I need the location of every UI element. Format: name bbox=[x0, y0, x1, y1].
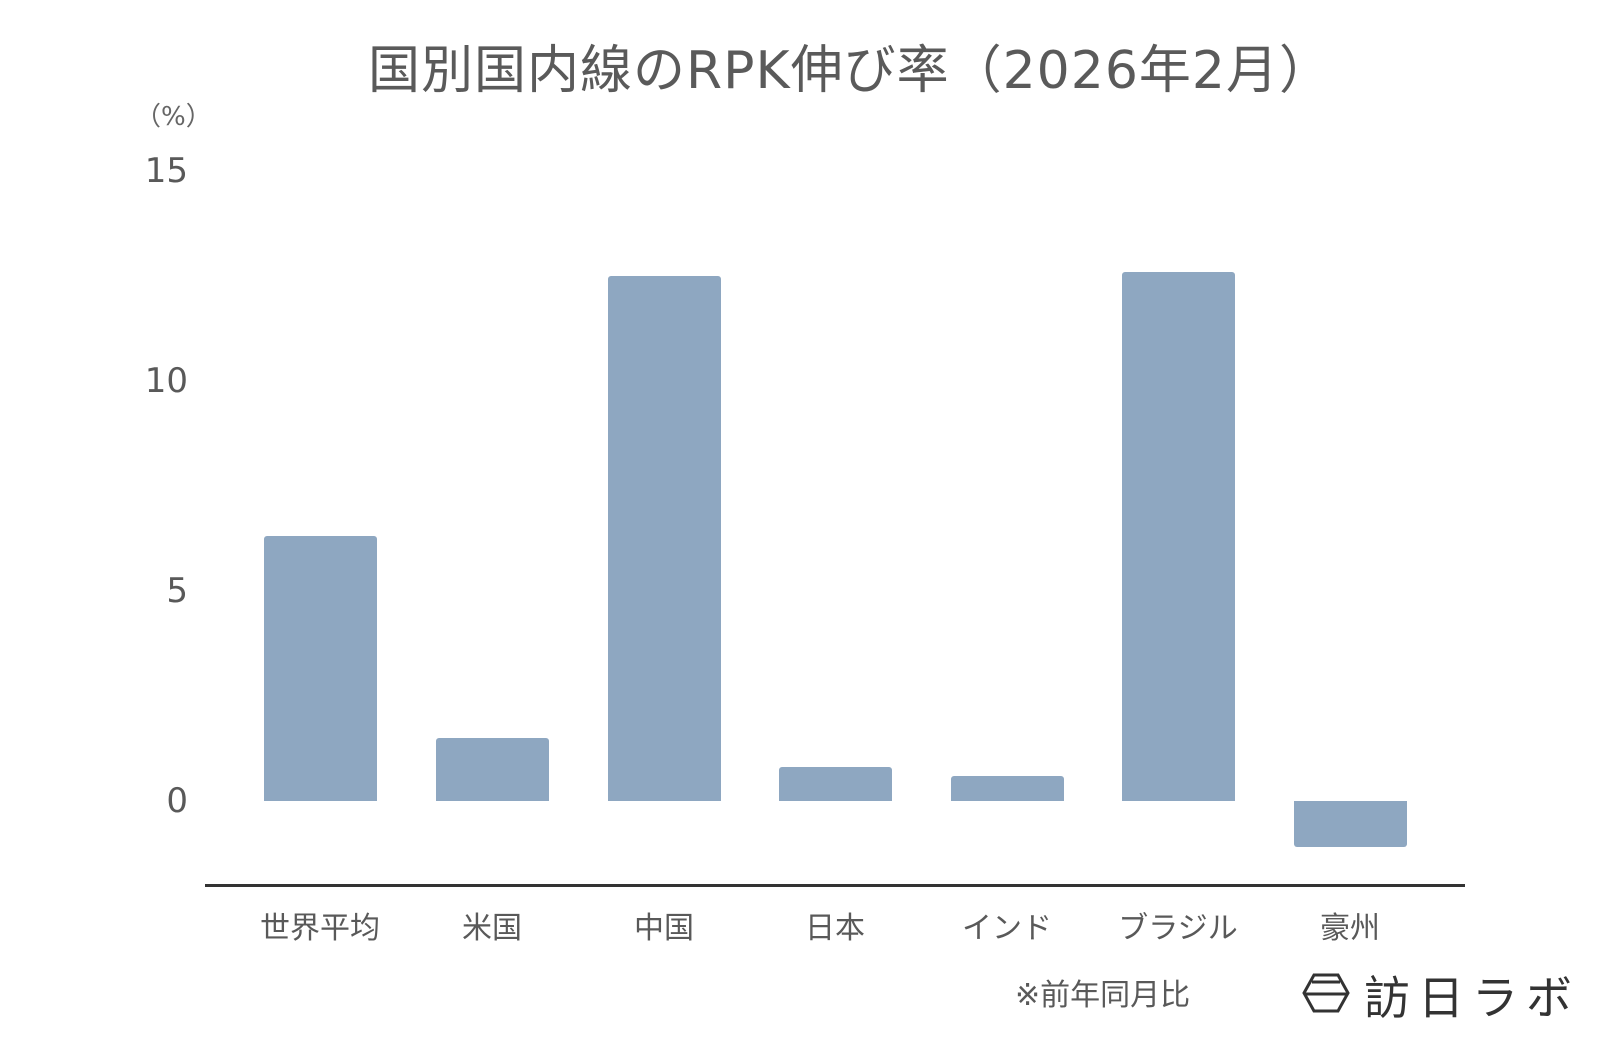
x-tick-label: 豪州 bbox=[1320, 911, 1380, 946]
x-tick-label: インド bbox=[962, 911, 1052, 946]
bar bbox=[1293, 801, 1407, 848]
x-tick-label: 米国 bbox=[462, 911, 522, 946]
bar bbox=[435, 738, 549, 801]
x-tick-label: 中国 bbox=[634, 911, 694, 946]
x-tick-label: 日本 bbox=[805, 911, 865, 946]
bar bbox=[778, 767, 892, 801]
footnote: ※前年同月比 bbox=[1015, 978, 1191, 1013]
x-tick-label: 世界平均 bbox=[260, 911, 380, 946]
hexagon-logo-icon bbox=[1302, 973, 1350, 1017]
bar bbox=[607, 276, 721, 801]
brand-logo-text: 訪日ラボ bbox=[1364, 971, 1580, 1025]
chart-title: 国別国内線のRPK伸び率（2026年2月） bbox=[367, 41, 1332, 101]
y-tick-label: 15 bbox=[144, 151, 188, 191]
bar bbox=[263, 536, 377, 801]
y-tick-label: 0 bbox=[166, 781, 188, 821]
x-axis-line bbox=[205, 884, 1465, 887]
brand-logo: 訪日ラボ bbox=[1302, 962, 1580, 1028]
y-axis-unit-label: （%） bbox=[135, 102, 212, 132]
bar bbox=[1121, 271, 1235, 801]
bar bbox=[950, 775, 1064, 801]
y-tick-label: 10 bbox=[144, 361, 188, 401]
x-tick-label: ブラジル bbox=[1118, 911, 1238, 946]
y-tick-label: 5 bbox=[166, 571, 188, 611]
